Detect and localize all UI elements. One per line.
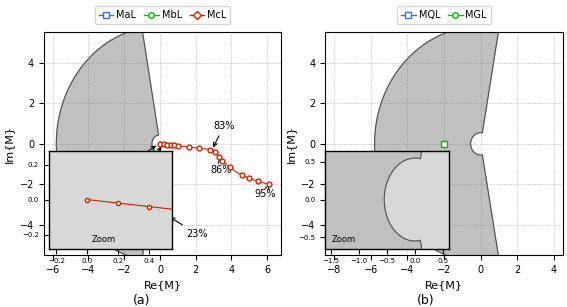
X-axis label: Re{M}: Re{M} xyxy=(425,281,463,290)
Text: 5%: 5% xyxy=(92,146,155,188)
Legend: MQL, MGL: MQL, MGL xyxy=(397,6,491,24)
Text: (a): (a) xyxy=(133,294,150,307)
Text: 86%: 86% xyxy=(210,159,231,175)
Text: 20%: 20% xyxy=(128,147,161,188)
Polygon shape xyxy=(56,28,159,260)
X-axis label: Re{M}: Re{M} xyxy=(143,281,181,290)
Text: (b): (b) xyxy=(416,294,434,307)
Y-axis label: Im{M}: Im{M} xyxy=(4,125,14,163)
Text: 95%: 95% xyxy=(255,185,276,199)
Text: 23%: 23% xyxy=(171,218,208,239)
Y-axis label: Im{M}: Im{M} xyxy=(286,125,295,163)
Legend: MaL, MbL, McL: MaL, MbL, McL xyxy=(95,6,230,24)
Polygon shape xyxy=(375,26,499,261)
Text: 83%: 83% xyxy=(214,121,235,146)
